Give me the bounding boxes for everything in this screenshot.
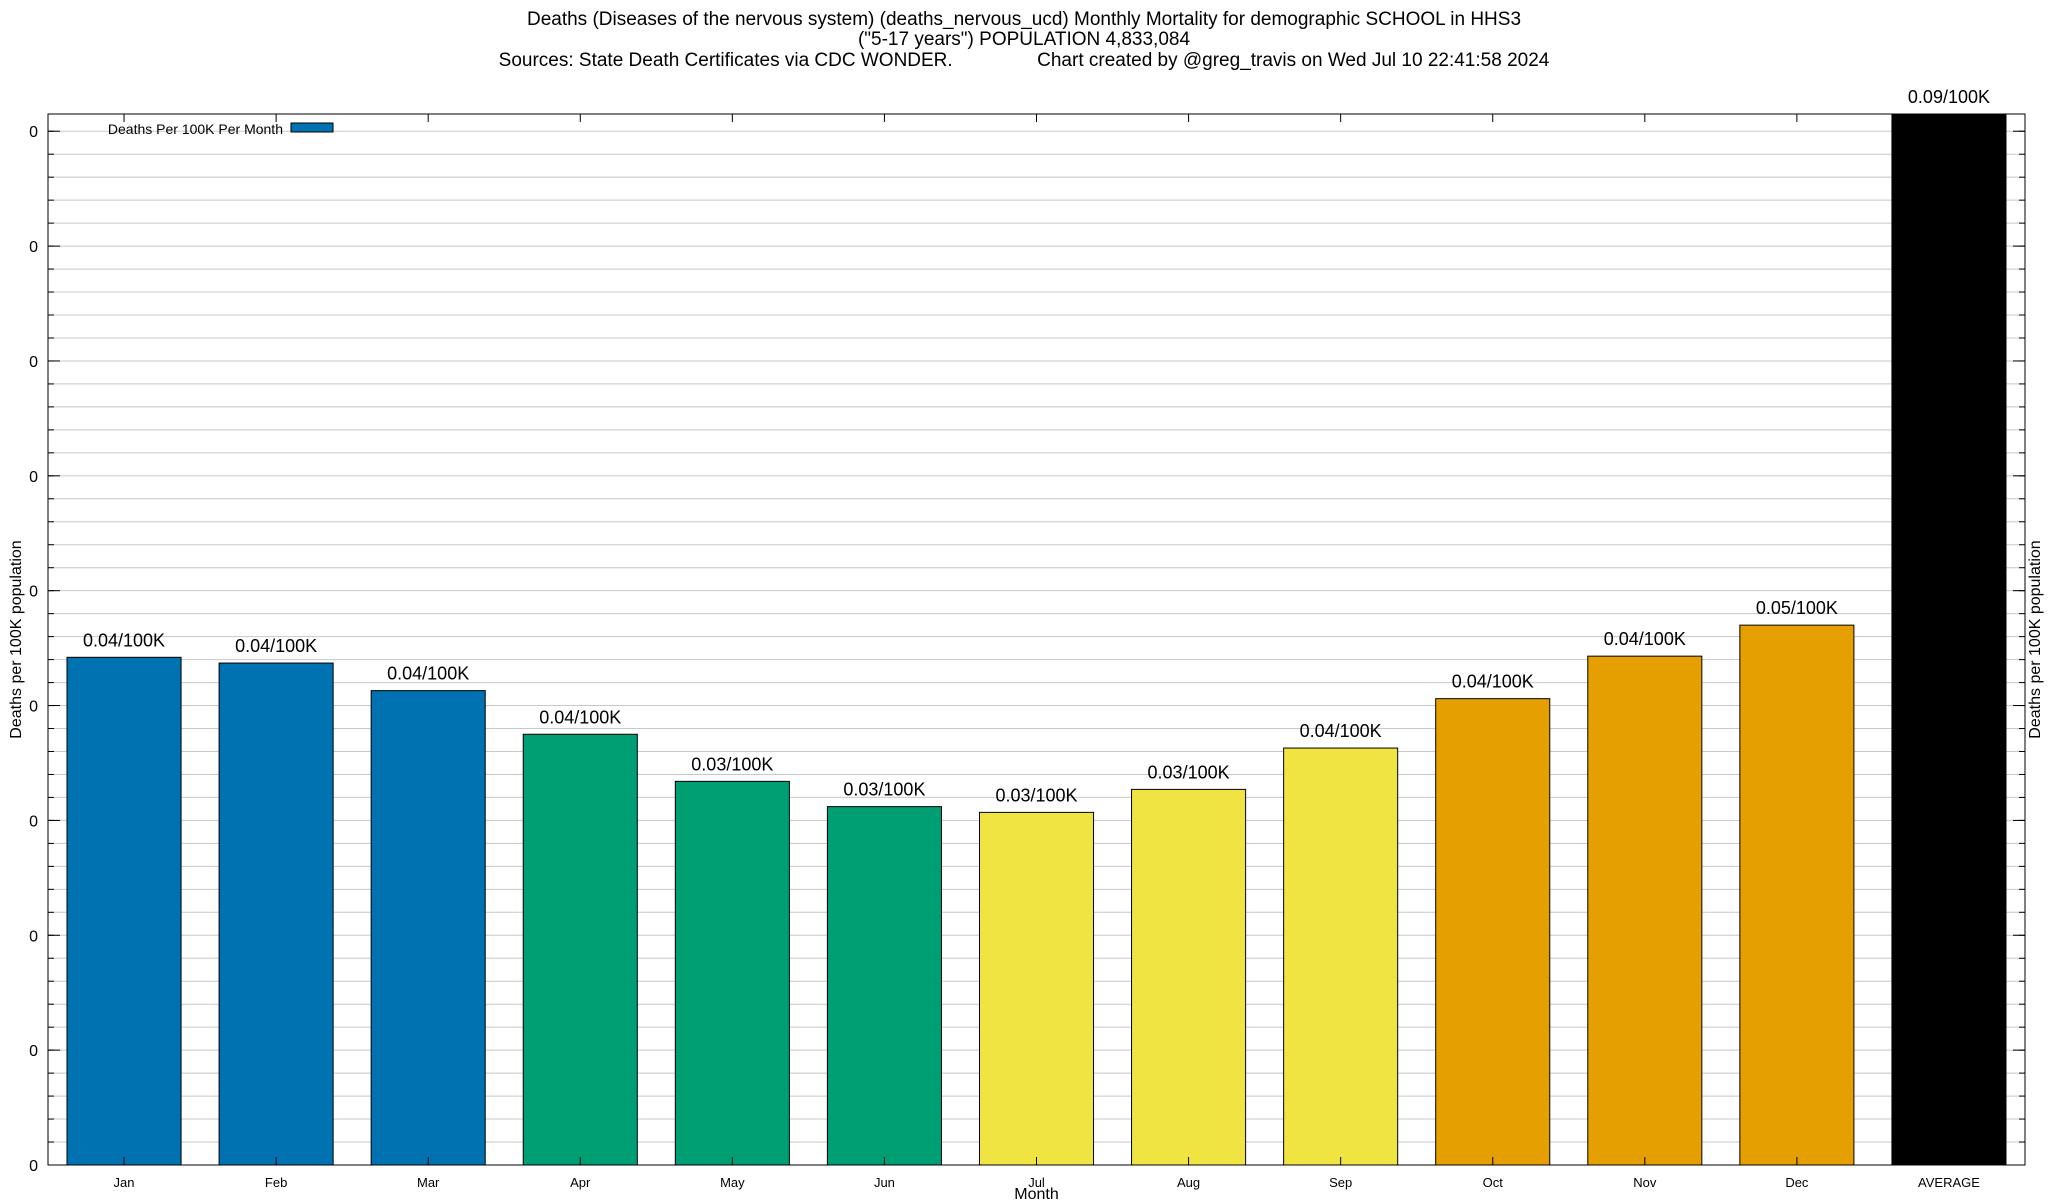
bars xyxy=(66,113,2007,1166)
legend-swatch xyxy=(290,122,334,133)
bar-value-label: 0.04/100K xyxy=(1452,672,1534,692)
legend: Deaths Per 100K Per Month xyxy=(108,121,334,137)
bar-value-labels: 0.04/100K 0.04/100K 0.04/100K 0.04/100K 0.03… xyxy=(83,87,1990,805)
chart-title-line-3: Sources: State Death Certificates via CD… xyxy=(499,50,1550,71)
bar-average xyxy=(1891,113,2007,1166)
bar-value-label: 0.03/100K xyxy=(1148,762,1230,782)
bar-apr xyxy=(522,733,638,1166)
bar-value-label: 0.03/100K xyxy=(843,780,925,800)
x-axis-title: Month xyxy=(1014,1186,1058,1200)
chart-title-line-2: ("5-17 years") POPULATION 4,833,084 xyxy=(858,29,1190,50)
bar-value-label: 0.03/100K xyxy=(691,754,773,774)
x-category-label: Jan xyxy=(114,1175,135,1190)
bar-jul xyxy=(978,811,1095,1166)
y-tick-label: 0 xyxy=(29,354,38,371)
bar-value-label: 0.04/100K xyxy=(83,630,165,650)
y-tick-label: 0 xyxy=(29,928,38,945)
x-category-label: Oct xyxy=(1483,1175,1504,1190)
x-category-label: May xyxy=(720,1175,745,1190)
bar-value-label: 0.03/100K xyxy=(995,785,1077,805)
bar-value-label: 0.09/100K xyxy=(1908,87,1990,107)
y-tick-label: 0 xyxy=(29,699,38,716)
y-tick-label: 0 xyxy=(29,239,38,256)
bar-feb xyxy=(218,662,334,1166)
bar-aug xyxy=(1131,788,1247,1166)
y-axis-title-left: Deaths per 100K population xyxy=(8,540,25,738)
x-category-label: Jul xyxy=(1028,1175,1045,1190)
bar-value-label: 0.05/100K xyxy=(1756,598,1838,618)
plot-area-frame xyxy=(47,113,2026,1166)
y-axis-ticks: 0 0 0 0 0 0 0 0 0 0 xyxy=(29,124,2025,1175)
bar-value-label: 0.04/100K xyxy=(1604,629,1686,649)
bar-value-label: 0.04/100K xyxy=(387,664,469,684)
x-category-label: Sep xyxy=(1329,1175,1352,1190)
bar-value-label: 0.04/100K xyxy=(539,707,621,727)
bar-value-label: 0.04/100K xyxy=(1300,721,1382,741)
x-category-label: Apr xyxy=(570,1175,591,1190)
y-axis-title-right: Deaths per 100K population xyxy=(2027,540,2044,738)
bar-nov xyxy=(1587,655,1703,1166)
x-category-label: Aug xyxy=(1177,1175,1200,1190)
x-category-label: Mar xyxy=(417,1175,440,1190)
y-tick-label: 0 xyxy=(29,469,38,486)
bar-sep xyxy=(1283,747,1399,1166)
chart-title: Deaths (Diseases of the nervous system) … xyxy=(499,9,1550,71)
x-category-label: Jun xyxy=(874,1175,895,1190)
x-category-label: Dec xyxy=(1785,1175,1809,1190)
bar-jun xyxy=(826,806,942,1166)
bar-mar xyxy=(370,690,486,1166)
legend-label: Deaths Per 100K Per Month xyxy=(108,121,283,137)
bar-jan xyxy=(66,656,182,1166)
y-tick-label: 0 xyxy=(29,813,38,830)
bar-value-label: 0.04/100K xyxy=(235,636,317,656)
bar-may xyxy=(674,780,790,1166)
bar-dec xyxy=(1739,624,1855,1166)
y-tick-label: 0 xyxy=(29,124,38,141)
y-tick-label: 0 xyxy=(29,1043,38,1060)
chart-title-line-1: Deaths (Diseases of the nervous system) … xyxy=(527,9,1521,30)
bar-oct xyxy=(1435,698,1551,1166)
x-axis-category-labels: Jan Feb Mar Apr May Jun Jul Aug Sep Oct Nov Dec AVER… xyxy=(114,114,1980,1190)
x-category-label: Nov xyxy=(1633,1175,1657,1190)
y-tick-label: 0 xyxy=(29,584,38,601)
x-category-label: Feb xyxy=(265,1175,287,1190)
y-tick-label: 0 xyxy=(29,1158,38,1175)
x-category-label: AVERAGE xyxy=(1918,1175,1980,1190)
